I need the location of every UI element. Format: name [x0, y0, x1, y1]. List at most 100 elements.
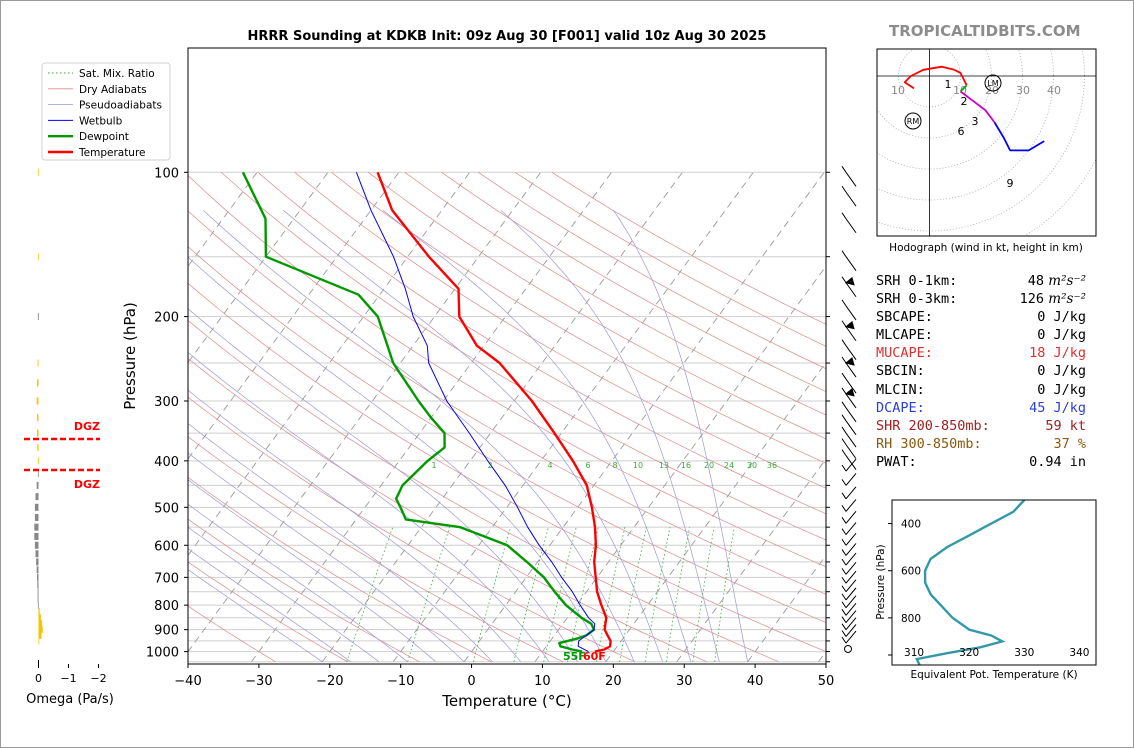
stat-value: 37 % [1053, 435, 1086, 452]
mixing-ratio-label: 24 [724, 461, 734, 470]
omega-bar [37, 573, 39, 581]
wind-barb [841, 595, 857, 609]
pseudoadiabat [188, 526, 380, 663]
theta-e-frame [891, 499, 1097, 666]
stat-row: SHR 200-850mb: 59 kt [876, 417, 1086, 435]
omega-bar [37, 588, 39, 596]
mixing-ratio-label: 6 [585, 461, 590, 470]
stat-value: 45 J/kg [1029, 399, 1086, 416]
omega-bar [37, 379, 39, 387]
stat-label: MLCAPE: [876, 327, 933, 344]
stat-value: 0 J/kg [1037, 309, 1086, 326]
stat-label: SHR 200-850mb: [876, 417, 990, 434]
wind-barb [841, 250, 857, 271]
wind-barb [841, 562, 857, 575]
mixing-ratio-line [714, 527, 735, 662]
hodograph-ring-label: 10 [891, 84, 905, 97]
pseudoadiabat [188, 308, 578, 662]
y-tick-label: 500 [154, 501, 179, 516]
mixing-ratio-label: 8 [612, 461, 617, 470]
omega-bar [38, 626, 43, 634]
dry-adiabat [188, 282, 826, 652]
wind-barb [841, 401, 857, 423]
theta-e-y-axis-label: Pressure (hPa) [875, 544, 887, 619]
hodograph-height-label: 6 [958, 125, 965, 138]
mixing-ratio-line [567, 527, 599, 662]
wind-barb [841, 552, 857, 566]
stat-unit: m²s⁻² [1044, 291, 1086, 308]
mixing-ratio-line [472, 527, 512, 662]
theta-e-line [915, 500, 1026, 665]
stat-value: 126 [1019, 291, 1045, 308]
y-tick-label: 1000 [146, 646, 179, 661]
stat-value: 18 J/kg [1029, 345, 1086, 362]
isotherm [188, 172, 258, 267]
mixing-ratio-label: 36 [767, 461, 777, 470]
mixing-ratio-label: 30 [747, 461, 757, 470]
stat-value: 0.94 in [1029, 453, 1086, 470]
stats-panel: SRH 0-1km: 48 m²s⁻² SRH 0-3km: 126 m²s⁻² SBC… [876, 272, 1086, 471]
dry-adiabat [188, 518, 420, 663]
skewt-axes-frame [187, 47, 827, 665]
omega-bar [37, 359, 39, 367]
stat-unit: m²s⁻² [1044, 273, 1086, 289]
stat-label: MLCIN: [876, 381, 925, 398]
wind-barb [841, 624, 857, 637]
y-tick-label: 600 [154, 539, 179, 554]
omega-bar [37, 253, 39, 261]
dry-adiabat [404, 172, 826, 416]
stat-row: SRH 0-3km: 126 m²s⁻² [876, 290, 1086, 308]
dry-adiabat [188, 210, 826, 595]
isotherm [188, 172, 542, 653]
stat-row: PWAT: 0.94 in [876, 453, 1086, 471]
hodograph-trace [959, 90, 996, 124]
pseudoadiabat [203, 210, 635, 662]
omega-bar [38, 620, 43, 628]
dry-adiabat [221, 172, 826, 541]
stat-row: MLCAPE: 0 J/kg [876, 326, 1086, 344]
wind-barb [841, 511, 857, 524]
mixing-ratio-line [346, 527, 394, 662]
wind-barb [841, 372, 857, 394]
omega-bar [36, 397, 39, 405]
omega-bar [37, 601, 39, 609]
stat-label: SBCIN: [876, 363, 925, 380]
mixing-ratio-label: 10 [633, 461, 643, 470]
legend-label: Pseudoadiabats [79, 100, 162, 112]
pseudoadiabat [283, 210, 663, 662]
dgz-label: DGZ [74, 478, 100, 491]
isotherm [188, 172, 471, 557]
mixing-ratio-line [543, 527, 577, 662]
isotherm [321, 172, 683, 663]
calm-wind-marker [844, 645, 852, 653]
wind-barb [841, 320, 857, 342]
wind-barb [841, 587, 857, 601]
wind-barb [841, 570, 857, 584]
y-tick-label: 900 [154, 624, 179, 639]
x-tick-label: −20 [316, 674, 343, 689]
omega-bar [37, 581, 39, 589]
x-tick-label: −40 [174, 674, 201, 689]
theta-e-x-tick-label: 320 [959, 647, 979, 659]
mixing-ratio-label: 13 [659, 461, 669, 470]
omega-panel: 0 −1 −2 Omega (Pa/s) DGZ DGZ [24, 168, 114, 707]
wind-barb [841, 499, 857, 512]
omega-bar [34, 513, 39, 521]
isotherm [188, 172, 400, 460]
omega-bar [34, 523, 39, 531]
wind-barb [841, 522, 857, 535]
isotherm [0, 172, 115, 661]
isotherm [534, 265, 826, 663]
mixing-ratio-line [513, 527, 549, 662]
legend-label: Temperature [78, 147, 146, 159]
x-tick-label: −10 [387, 674, 414, 689]
hodograph-height-label: 3 [972, 115, 979, 128]
isotherm [676, 458, 826, 663]
hodograph-title: Hodograph (wind in kt, height in km) [889, 242, 1083, 254]
isotherm [0, 172, 186, 661]
pseudoadiabat [188, 503, 408, 663]
hodograph-height-label: 2 [961, 95, 968, 108]
wind-barb [841, 387, 857, 409]
